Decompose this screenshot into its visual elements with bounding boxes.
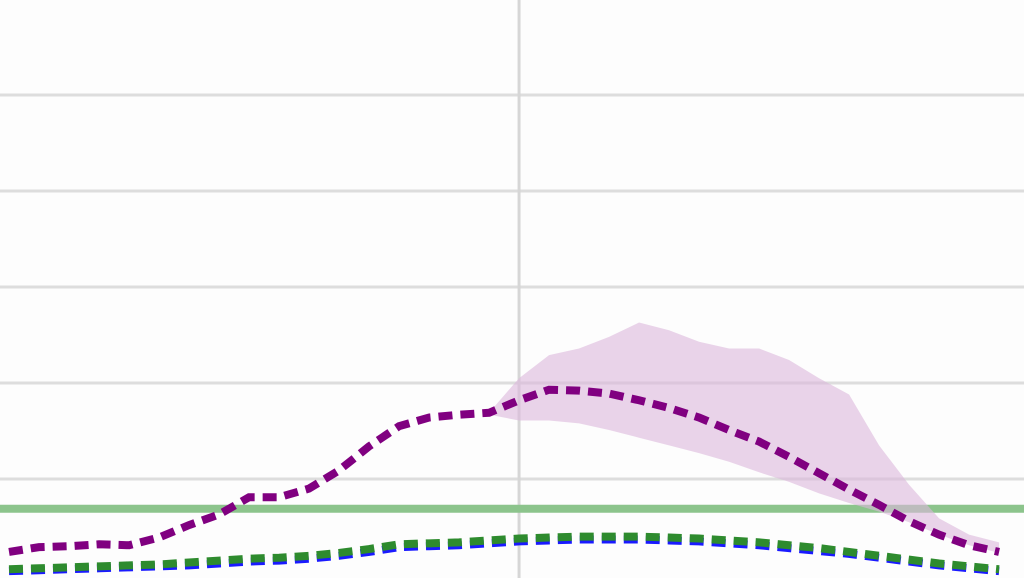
- series-line: [8, 532, 1000, 574]
- series-line: [8, 385, 1000, 556]
